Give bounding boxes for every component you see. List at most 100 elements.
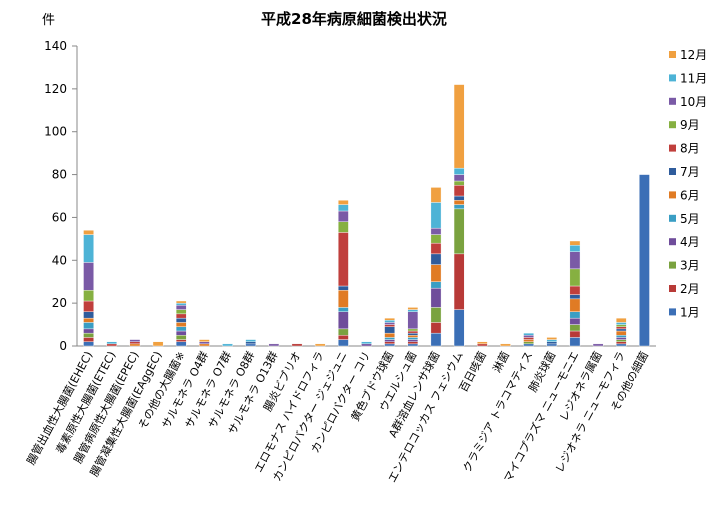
bar-stack <box>639 174 650 347</box>
bar-segment <box>338 232 349 287</box>
bar-segment <box>546 343 558 347</box>
legend-label: 1月 <box>680 305 700 319</box>
bar-segment <box>384 326 395 334</box>
legend-swatch <box>669 191 676 199</box>
bar-segment <box>453 253 465 310</box>
bar-segment <box>245 341 256 345</box>
legend-item: 6月 <box>669 188 700 202</box>
bar-segment <box>291 343 303 347</box>
bar-segment <box>338 200 349 205</box>
bar-stack <box>430 187 442 347</box>
bar-segment <box>615 317 627 323</box>
bar-segment <box>407 332 419 336</box>
bar-segment <box>430 227 442 235</box>
bar-segment <box>245 343 256 347</box>
bar-segment <box>430 242 442 255</box>
legend-label: 10月 <box>680 95 707 109</box>
legend-item: 5月 <box>669 212 700 226</box>
bar-segment <box>407 335 419 338</box>
legend-item: 1月 <box>669 305 700 319</box>
bar-segment <box>83 332 94 338</box>
bar-segment <box>268 343 280 347</box>
bar-stack <box>268 343 280 347</box>
bar-segment <box>569 330 581 338</box>
bar-stack <box>407 307 419 347</box>
bar-segment <box>175 326 187 332</box>
bar-segment <box>338 311 349 330</box>
bar-segment <box>569 311 581 319</box>
bar-segment <box>384 320 395 323</box>
bar-segment <box>361 341 372 345</box>
bar-segment <box>407 309 419 312</box>
bar-segment <box>639 174 650 347</box>
bar-segment <box>453 195 465 201</box>
bar-segment <box>430 307 442 323</box>
bar-segment <box>615 324 627 327</box>
bar-segment <box>430 281 442 289</box>
bar-segment <box>615 341 627 345</box>
bar-segment <box>407 341 419 345</box>
bar-segment <box>453 167 465 175</box>
bar-stack <box>245 339 256 347</box>
legend-swatch <box>669 168 676 175</box>
bar-segment <box>569 268 581 287</box>
bar-segment <box>361 343 372 347</box>
bar-segment <box>407 330 419 334</box>
bar-segment <box>477 341 488 345</box>
bar-segment <box>129 343 141 347</box>
bar-segment <box>453 204 465 210</box>
y-tick-label: 100 <box>44 125 67 139</box>
bar-segment <box>106 341 118 345</box>
bar-stack <box>129 339 141 347</box>
bar-segment <box>546 337 558 340</box>
y-tick-label: 60 <box>52 210 67 224</box>
bar-segment <box>523 343 534 347</box>
y-axis-unit-label: 件 <box>42 13 55 28</box>
bar-segment <box>546 341 558 345</box>
bar-stack <box>152 341 164 347</box>
bar-segment <box>83 328 94 334</box>
y-tick-label: 140 <box>44 39 67 53</box>
bar-segment <box>338 335 349 340</box>
bar-segment <box>83 262 94 291</box>
bar-segment <box>407 343 419 347</box>
legend-label: 11月 <box>680 71 707 85</box>
bar-segment <box>384 332 395 338</box>
bar-segment <box>430 234 442 244</box>
bar-stack <box>384 317 395 347</box>
legend-swatch <box>669 238 676 246</box>
legend-label: 12月 <box>680 48 707 62</box>
bar-segment <box>175 330 187 336</box>
bar-segment <box>569 251 581 270</box>
legend-item: 10月 <box>669 95 707 109</box>
bar-segment <box>523 341 534 345</box>
bar-segment <box>523 337 534 340</box>
bar-segment <box>384 324 395 327</box>
bar-segment <box>523 339 534 342</box>
bar-segment <box>407 337 419 340</box>
legend-item: 3月 <box>669 259 700 273</box>
bar-segment <box>83 337 94 342</box>
bars-layer <box>83 84 650 347</box>
bar-segment <box>569 337 581 347</box>
bar-segment <box>175 300 187 304</box>
bar-segment <box>83 322 94 330</box>
bar-segment <box>222 343 233 347</box>
bar-segment <box>83 311 94 319</box>
bar-segment <box>477 343 488 347</box>
bar-segment <box>384 339 395 342</box>
legend-item: 8月 <box>669 142 700 156</box>
legend-swatch <box>669 51 676 58</box>
bar-segment <box>453 185 465 197</box>
bar-segment <box>430 202 442 229</box>
bar-segment <box>430 322 442 334</box>
bar-segment <box>384 343 395 347</box>
legend: 12月 11月 10月 9月 8月 7月 6月 5月 4月 3月 2月 1月 <box>669 48 707 319</box>
bar-segment <box>338 307 349 312</box>
bar-segment <box>338 285 349 291</box>
bar-segment <box>430 287 442 308</box>
y-tick-label: 80 <box>52 168 67 182</box>
bar-segment <box>407 311 419 330</box>
bar-segment <box>569 245 581 252</box>
